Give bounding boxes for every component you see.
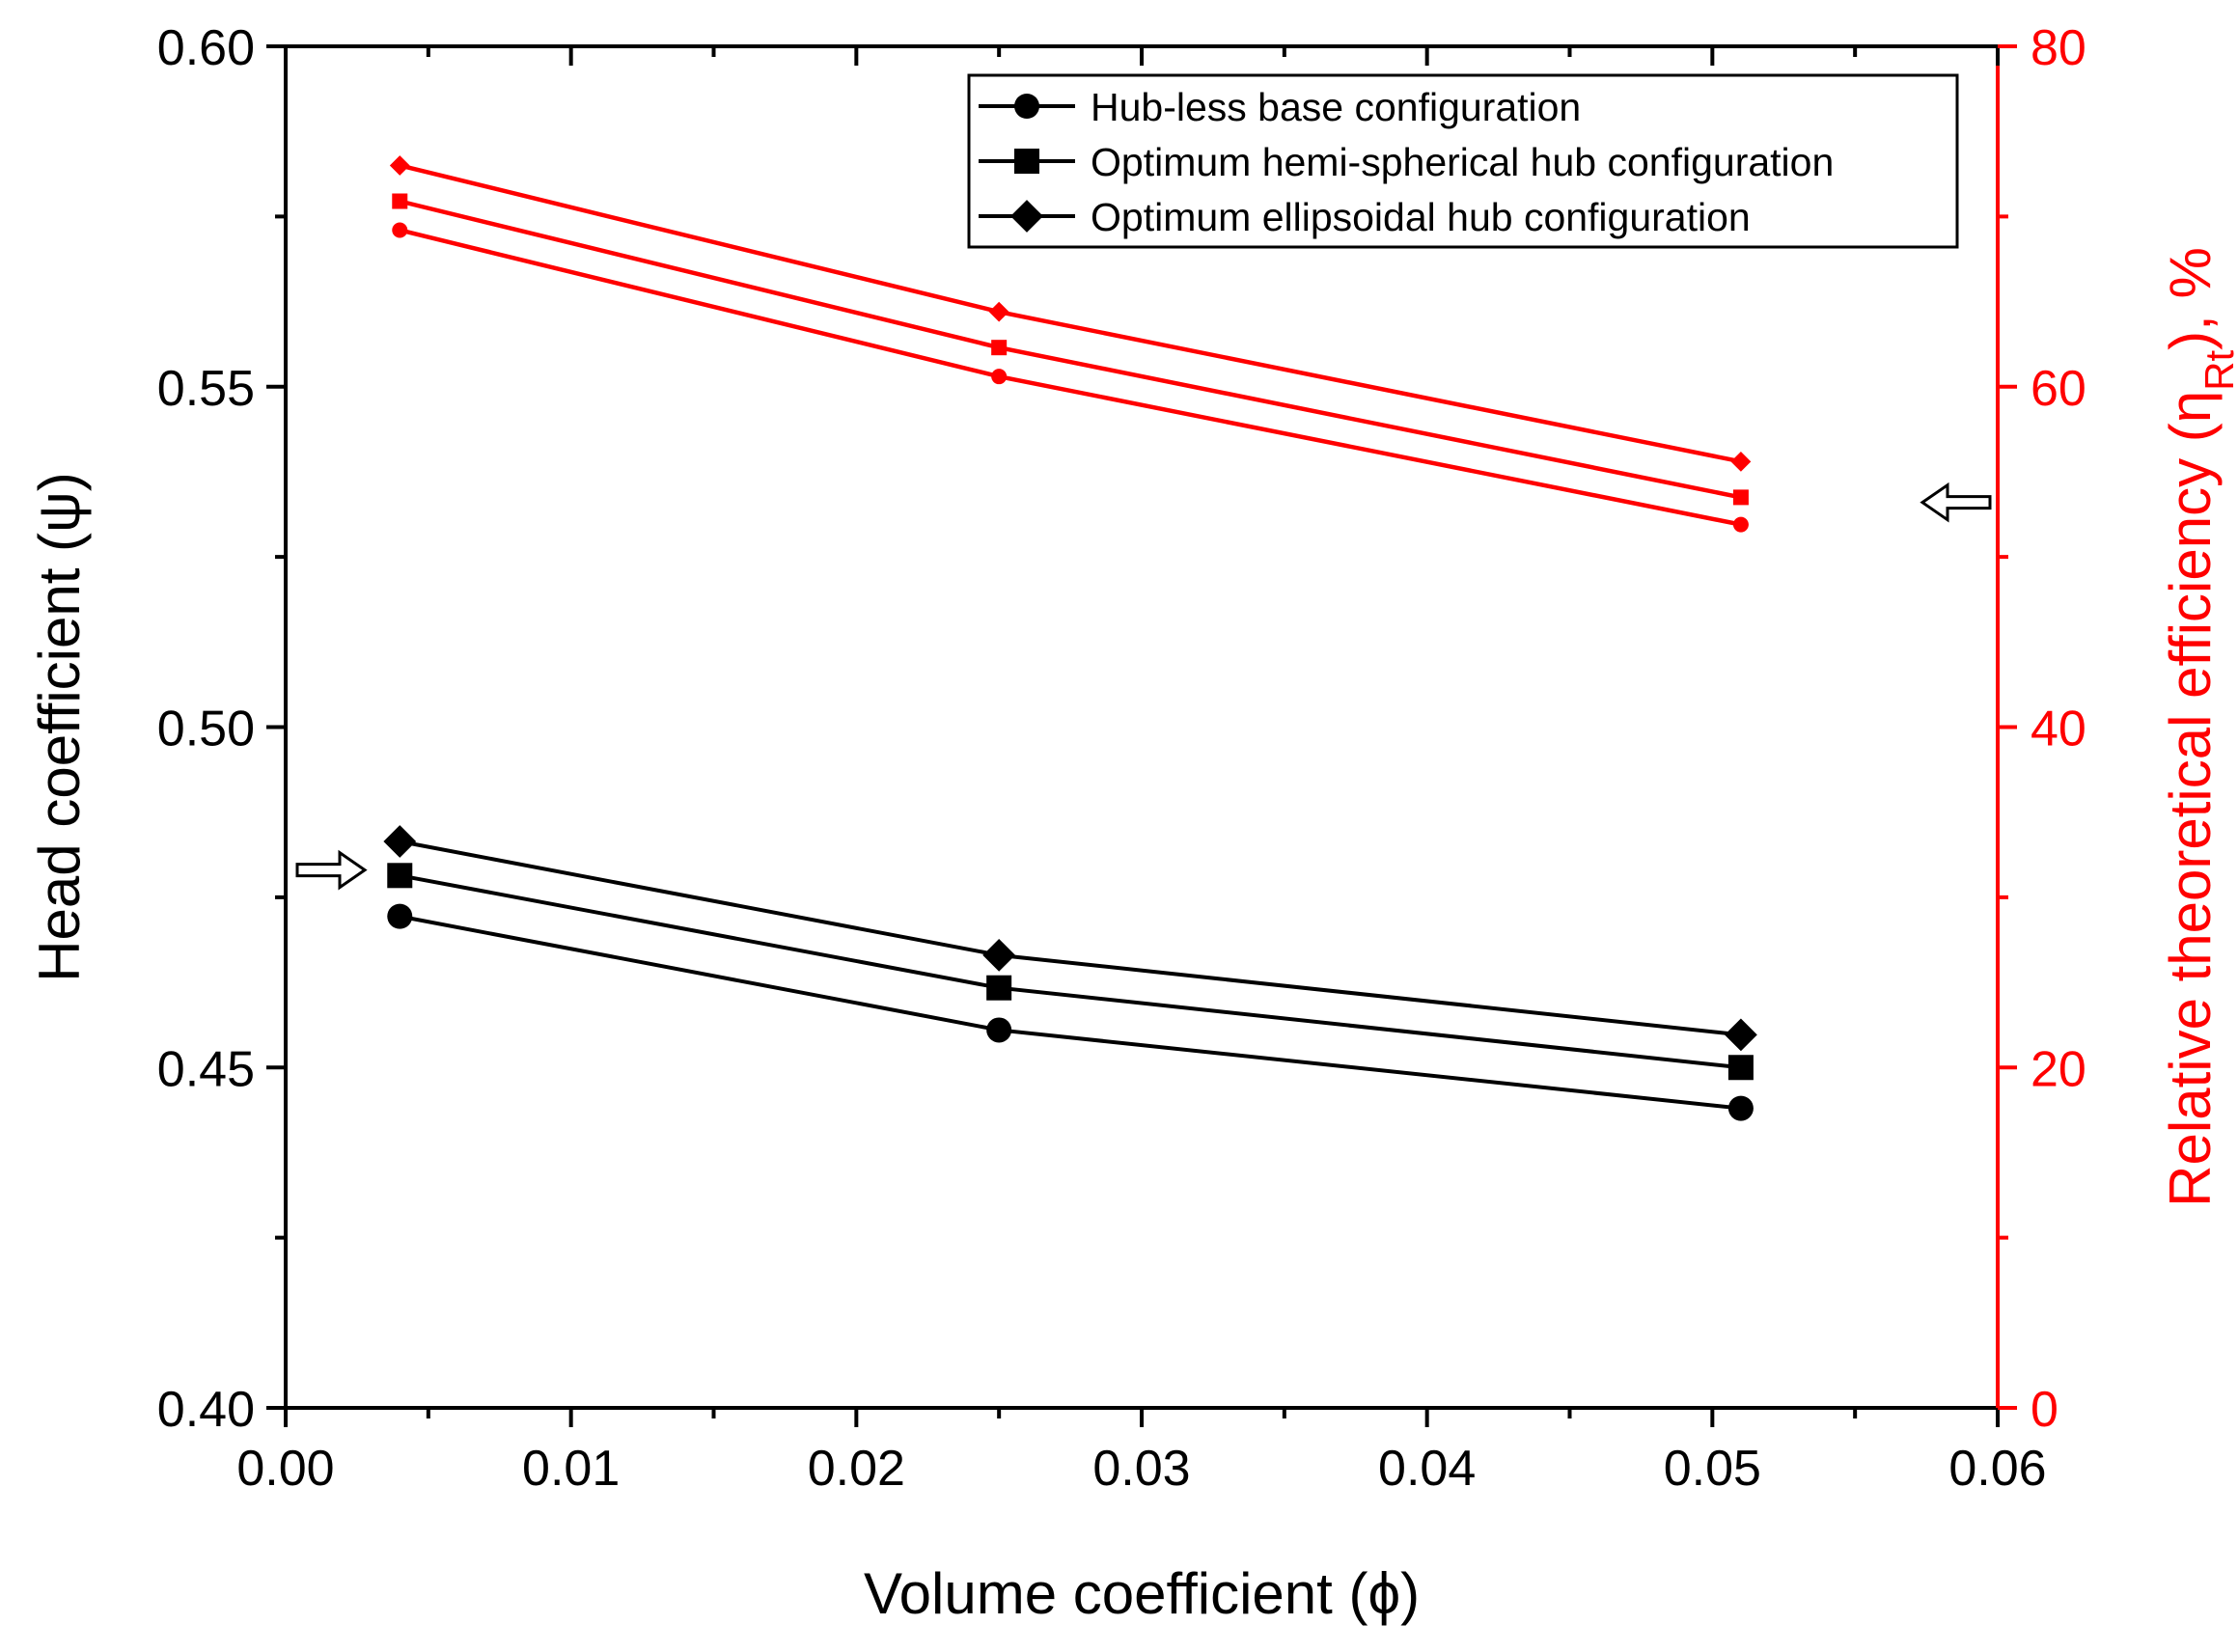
legend-label: Optimum ellipsoidal hub configuration xyxy=(1091,195,1751,239)
x-tick-label: 0.02 xyxy=(808,1441,905,1497)
data-point xyxy=(1725,1018,1757,1052)
y-left-tick-label: 0.45 xyxy=(157,1041,255,1097)
x-tick-label: 0.03 xyxy=(1092,1441,1190,1497)
y-left-tick-label: 0.40 xyxy=(157,1382,255,1438)
y-left-axis-title: Head coefficient (ψ) xyxy=(27,472,92,982)
legend-label: Hub-less base configuration xyxy=(1091,85,1581,129)
y-right-tick-label: 0 xyxy=(2031,1382,2058,1438)
y-right-title-tail: ), % xyxy=(2158,247,2223,350)
data-point xyxy=(392,193,408,209)
x-tick-label: 0.06 xyxy=(1948,1441,2046,1497)
legend-marker xyxy=(1014,149,1039,174)
legend-entry: Hub-less base configuration xyxy=(979,85,1581,129)
x-tick-label: 0.04 xyxy=(1378,1441,1476,1497)
y-right-tick-label: 80 xyxy=(2031,20,2086,76)
data-point xyxy=(991,369,1008,385)
data-point xyxy=(1732,489,1749,506)
arrow-shape xyxy=(295,849,368,891)
y-right-tick-label: 60 xyxy=(2031,361,2086,417)
data-point xyxy=(383,825,417,858)
data-point xyxy=(1727,1095,1754,1121)
arrow-to-right-axis xyxy=(1920,482,1992,523)
y-right-axis-title: Relative theoretical efficiency (ηRt), % xyxy=(2158,247,2238,1207)
legend-box xyxy=(967,73,1959,249)
data-point xyxy=(387,903,413,929)
y-left-tick-label: 0.50 xyxy=(157,702,255,757)
series-0 xyxy=(387,903,1754,1121)
y-left-tick-label: 0.60 xyxy=(157,20,255,76)
y-right-title-main: Relative theoretical efficiency (η xyxy=(2158,391,2223,1207)
legend-entry: Optimum ellipsoidal hub configuration xyxy=(979,195,1751,239)
data-point xyxy=(982,938,1016,972)
series-3 xyxy=(392,222,1749,533)
data-point xyxy=(988,301,1009,322)
series-1 xyxy=(387,863,1754,1081)
y-left-tick-label: 0.55 xyxy=(157,361,255,417)
data-point xyxy=(1730,451,1752,472)
x-axis-title: Volume coefficient (ϕ) xyxy=(864,1561,1420,1626)
plot-area xyxy=(383,155,1757,1121)
x-tick-label: 0.00 xyxy=(236,1441,334,1497)
data-point xyxy=(389,155,410,176)
legend-entry: Optimum hemi-spherical hub configuration xyxy=(979,140,1834,184)
y-right-tick-label: 40 xyxy=(2031,702,2086,757)
y-right-title-subscript: Rt xyxy=(2197,350,2238,391)
data-point xyxy=(1727,1055,1754,1081)
data-point xyxy=(986,975,1012,1001)
legend-marker xyxy=(1010,200,1043,233)
series-5 xyxy=(389,155,1752,472)
legend-label: Optimum hemi-spherical hub configuration xyxy=(1091,140,1834,184)
data-point xyxy=(991,340,1008,356)
series-2 xyxy=(383,825,1757,1052)
data-point xyxy=(387,863,413,889)
data-point xyxy=(392,222,408,238)
legend-marker xyxy=(1014,94,1039,119)
axes: 0.00 0.01 0.02 0.03 0.04 0.05 0.06 0.40 0.45 0.50… xyxy=(27,20,2238,1626)
arrow-to-left-axis xyxy=(295,849,368,891)
series-4 xyxy=(392,193,1749,506)
legend: Hub-less base configuration Optimum hemi-… xyxy=(967,73,1959,249)
x-tick-label: 0.05 xyxy=(1664,1441,1761,1497)
y-right-tick-label: 20 xyxy=(2031,1041,2086,1097)
data-point xyxy=(1732,516,1749,533)
arrow-shape xyxy=(1920,482,1992,523)
data-point xyxy=(986,1017,1012,1043)
x-tick-label: 0.01 xyxy=(522,1441,620,1497)
